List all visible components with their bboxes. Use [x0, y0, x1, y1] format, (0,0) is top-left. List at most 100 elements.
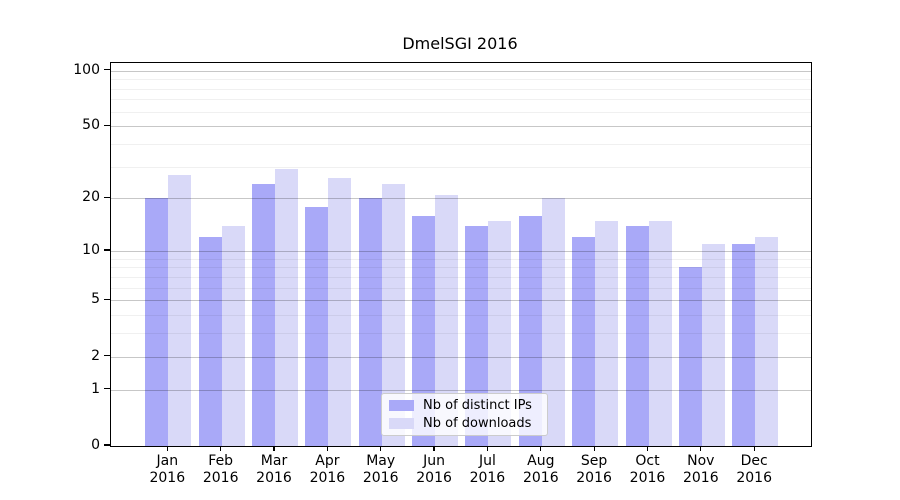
y-tick-mark — [104, 444, 110, 446]
x-tick-label: Aug 2016 — [509, 453, 573, 487]
x-tick-label-year: 2016 — [629, 470, 666, 486]
x-tick-label: Oct 2016 — [616, 453, 680, 487]
x-tick-label: May 2016 — [349, 453, 413, 487]
x-tick-label-month: Dec — [740, 453, 768, 469]
y-tick-label: 1 — [91, 380, 100, 397]
legend-item-downloads: Nb of downloads — [389, 416, 547, 431]
gridline-major — [111, 389, 811, 391]
x-tick-label-month: Sep — [580, 453, 608, 469]
y-tick-label: 2 — [91, 347, 100, 364]
x-tick-mark — [486, 446, 488, 452]
gridline-major — [111, 356, 811, 358]
x-tick-label-month: Jul — [478, 453, 496, 469]
x-tick-mark — [326, 446, 328, 452]
x-tick-label-month: Jan — [156, 453, 179, 469]
bar-jul-downloads — [488, 220, 512, 446]
x-tick-label-year: 2016 — [416, 470, 452, 486]
gridline-minor — [111, 99, 811, 101]
y-tick-label: 10 — [82, 242, 100, 258]
bar-nov-downloads — [701, 243, 725, 446]
bar-jun-downloads — [435, 194, 459, 446]
x-tick-label-year: 2016 — [362, 470, 399, 486]
bar-aug-distinct-ips — [518, 215, 542, 446]
bar-jul-distinct-ips — [465, 225, 489, 446]
y-tick-mark — [104, 196, 110, 198]
gridline-minor — [111, 258, 811, 260]
bar-may-downloads — [381, 184, 405, 446]
x-tick-label-year: 2016 — [682, 470, 719, 486]
bar-jun-distinct-ips — [412, 215, 436, 446]
x-tick-label: Jul 2016 — [455, 453, 519, 487]
y-tick-mark — [104, 355, 110, 357]
x-tick-mark — [220, 446, 222, 452]
x-tick-label: Dec 2016 — [722, 453, 786, 487]
plot-area — [110, 62, 812, 447]
bar-mar-downloads — [275, 169, 298, 446]
bar-feb-distinct-ips — [198, 237, 222, 446]
x-tick-label-month: Nov — [687, 453, 715, 469]
bar-oct-downloads — [648, 220, 672, 446]
gridline-minor — [111, 88, 811, 90]
x-tick-label-month: May — [366, 453, 396, 469]
x-tick-label: Feb 2016 — [189, 453, 253, 487]
gridline-minor — [111, 333, 811, 335]
y-tick-mark — [104, 249, 110, 251]
bar-may-distinct-ips — [358, 198, 382, 446]
gridline-major — [111, 70, 811, 72]
bar-mar-distinct-ips — [252, 184, 275, 446]
x-tick-mark — [700, 446, 702, 452]
x-tick-mark — [380, 446, 382, 452]
bar-feb-downloads — [221, 225, 245, 446]
x-tick-label-year: 2016 — [309, 470, 346, 486]
x-tick-label-month: Aug — [527, 453, 555, 469]
x-tick-label-year: 2016 — [149, 470, 186, 486]
gridline-minor — [111, 144, 811, 145]
x-tick-label-year: 2016 — [522, 470, 559, 486]
y-tick-label: 0 — [91, 437, 100, 453]
x-tick-label: Mar 2016 — [242, 453, 306, 487]
bar-aug-downloads — [541, 198, 565, 446]
gridline-minor — [111, 315, 811, 317]
y-tick-label: 100 — [73, 61, 100, 78]
legend-item-distinct-ips: Nb of distinct IPs — [389, 398, 547, 413]
x-tick-mark — [593, 446, 595, 452]
gridline-minor — [111, 79, 811, 81]
chart-title: DmelSGI 2016 — [402, 34, 518, 53]
x-tick-mark — [273, 446, 275, 452]
x-tick-label: Jan 2016 — [135, 453, 199, 487]
gridline-minor — [111, 111, 811, 113]
gridline-major — [111, 251, 811, 252]
x-tick-mark — [753, 446, 755, 452]
x-tick-label-month: Feb — [208, 453, 234, 469]
bar-sep-downloads — [595, 220, 619, 446]
x-tick-label: Jun 2016 — [402, 453, 466, 487]
bar-dec-distinct-ips — [732, 243, 756, 446]
gridline-minor — [111, 267, 811, 269]
y-tick-label: 20 — [82, 189, 100, 206]
y-tick-mark — [104, 388, 110, 390]
x-tick-mark — [433, 446, 435, 452]
y-tick-label: 5 — [91, 291, 100, 308]
y-tick-mark — [104, 69, 110, 71]
x-tick-label: Nov 2016 — [669, 453, 733, 487]
x-tick-label-year: 2016 — [576, 470, 612, 486]
gridline-minor — [111, 276, 811, 278]
x-tick-mark — [540, 446, 542, 452]
gridline-minor — [111, 287, 811, 289]
x-tick-label-month: Oct — [635, 453, 660, 469]
bar-apr-downloads — [328, 178, 352, 446]
bar-apr-distinct-ips — [305, 206, 329, 446]
x-tick-label-year: 2016 — [256, 470, 292, 486]
x-tick-label: Apr 2016 — [295, 453, 359, 487]
x-tick-label-month: Apr — [315, 453, 340, 469]
bar-oct-distinct-ips — [625, 225, 649, 446]
bar-sep-distinct-ips — [572, 237, 596, 446]
legend-swatch — [389, 418, 414, 429]
x-tick-label-month: Mar — [260, 453, 288, 469]
bar-jan-distinct-ips — [145, 198, 169, 446]
gridline-major — [111, 198, 811, 200]
x-tick-mark — [646, 446, 649, 452]
gridline-major — [111, 126, 811, 128]
x-tick-label-month: Jun — [423, 453, 446, 469]
x-tick-label-year: 2016 — [736, 470, 772, 486]
